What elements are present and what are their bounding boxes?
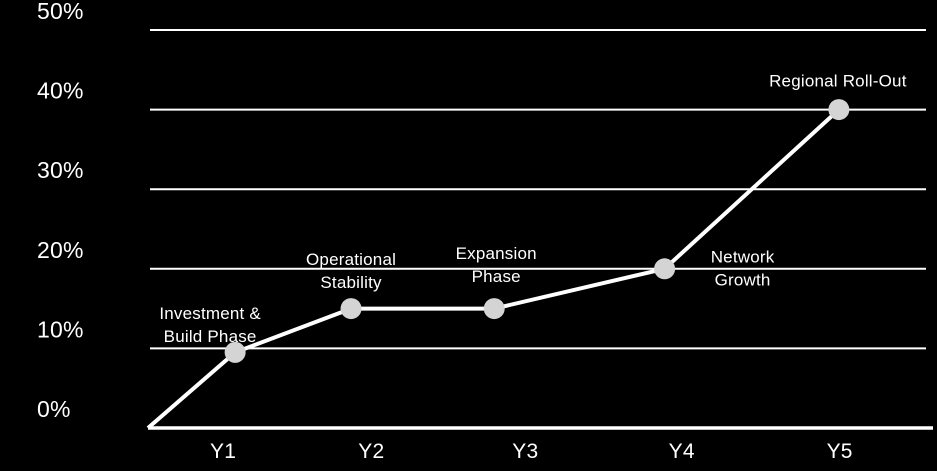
y-axis-label-20: 20% xyxy=(37,237,84,263)
y-axis-label-30: 30% xyxy=(37,157,84,183)
x-axis-label-y2: Y2 xyxy=(358,440,384,463)
annotation-expansion-phase: Expansion Phase xyxy=(456,244,537,286)
x-axis-label-y1: Y1 xyxy=(210,440,236,463)
x-axis-label-y4: Y4 xyxy=(669,440,695,463)
annotation-regional-roll-out: Regional Roll-Out xyxy=(769,72,907,91)
y-axis-label-10: 10% xyxy=(37,316,84,342)
y-axis-label-40: 40% xyxy=(37,78,84,104)
annotation-operational-stability: Operational Stability xyxy=(306,250,396,292)
data-point-y2 xyxy=(340,298,362,320)
data-point-y4 xyxy=(654,258,676,280)
x-axis-label-y5: Y5 xyxy=(827,440,853,463)
y-axis-label-0: 0% xyxy=(37,396,71,422)
annotation-network-growth: Network Growth xyxy=(711,247,775,289)
data-point-y3 xyxy=(483,298,505,320)
data-point-y5 xyxy=(828,99,850,121)
x-axis-label-y3: Y3 xyxy=(512,440,538,463)
data-point-y1 xyxy=(224,341,246,363)
annotation-investment-build-phase: Investment & Build Phase xyxy=(159,304,261,346)
y-axis-label-50: 50% xyxy=(37,0,84,24)
trend-line xyxy=(146,108,841,430)
